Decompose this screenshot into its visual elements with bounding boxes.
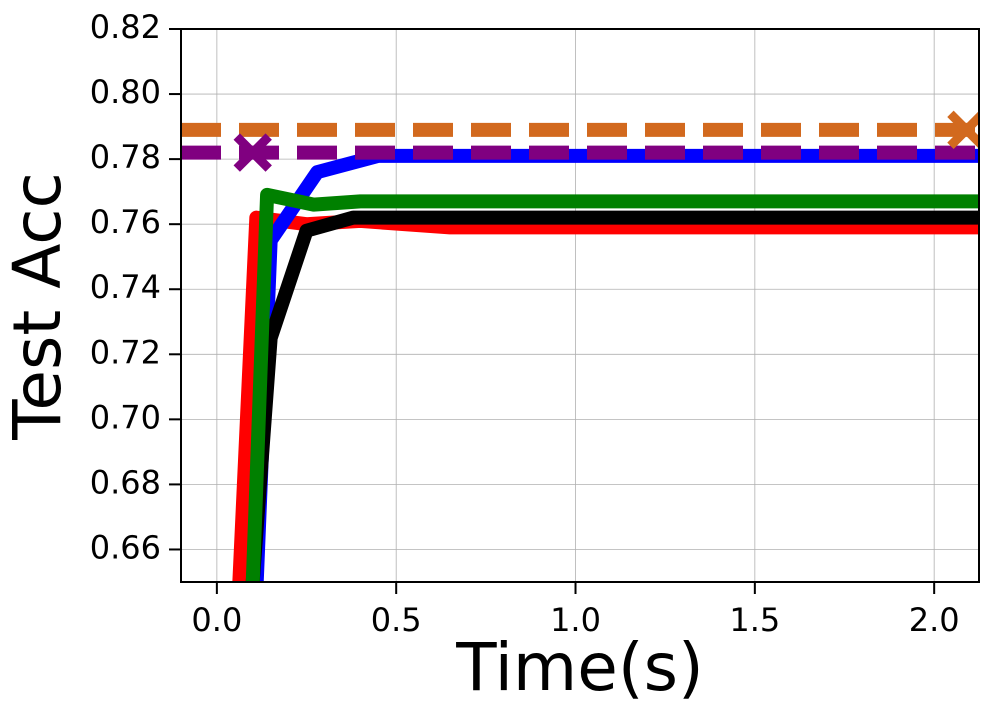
y-axis-label: Test Acc — [0, 172, 76, 441]
y-tick-label: 0.80 — [90, 73, 161, 111]
x-tick-label: 1.5 — [729, 601, 780, 639]
series-line — [245, 210, 979, 582]
x-tick-label: 1.0 — [550, 601, 601, 639]
x-tick-label: 0.5 — [371, 601, 422, 639]
x-marker — [947, 110, 979, 150]
x-tick-label: 2.0 — [909, 601, 960, 639]
plot-area — [181, 110, 979, 582]
y-tick-label: 0.68 — [90, 463, 161, 501]
x-tick-label: 0.0 — [191, 601, 242, 639]
y-tick-label: 0.70 — [90, 398, 161, 436]
y-tick-label: 0.76 — [90, 203, 161, 241]
y-tick-label: 0.78 — [90, 138, 161, 176]
y-tick-label: 0.74 — [90, 268, 161, 306]
x-marker — [233, 133, 272, 172]
y-tick-label: 0.72 — [90, 333, 161, 371]
y-tick-label: 0.66 — [90, 528, 161, 566]
series-line — [245, 187, 979, 582]
plot-frame — [180, 28, 980, 583]
x-axis-label: Time(s) — [455, 629, 703, 706]
y-tick-label: 0.82 — [90, 8, 161, 46]
series-line — [232, 210, 979, 582]
